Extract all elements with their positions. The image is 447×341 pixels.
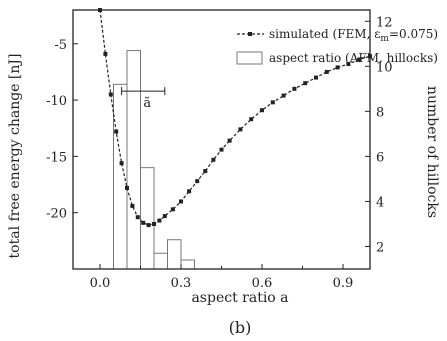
simulated-line bbox=[99, 9, 371, 226]
annotation-label: ã bbox=[143, 96, 151, 111]
data-point-9 bbox=[141, 220, 146, 225]
data-point-16 bbox=[187, 189, 192, 194]
data-point-27 bbox=[292, 86, 297, 91]
data-point-2 bbox=[103, 51, 108, 56]
data-point-31 bbox=[335, 65, 340, 70]
y2-tick-label-4: 8 bbox=[376, 105, 384, 120]
y-tick-label-3: -15 bbox=[46, 150, 67, 165]
data-point-17 bbox=[195, 179, 200, 184]
data-point-30 bbox=[324, 69, 329, 74]
y2-tick-label-5: 10 bbox=[376, 60, 393, 75]
data-point-32 bbox=[346, 62, 351, 67]
data-point-10 bbox=[146, 223, 151, 228]
data-point-23 bbox=[249, 117, 254, 122]
simulated-curve bbox=[98, 8, 372, 228]
y-tick-label-4: -20 bbox=[46, 207, 67, 222]
data-point-12 bbox=[157, 218, 162, 223]
data-point-33 bbox=[357, 57, 362, 62]
data-point-11 bbox=[152, 221, 156, 226]
x-axis-label: aspect ratio a bbox=[191, 290, 288, 306]
y-tick-label-1: -5 bbox=[54, 38, 67, 53]
y2-tick-label-1: 2 bbox=[376, 240, 384, 255]
data-point-4 bbox=[114, 129, 119, 134]
histogram-bar-6 bbox=[180, 259, 195, 270]
y-axis-label: total free energy change [nJ] bbox=[7, 54, 23, 259]
data-point-15 bbox=[179, 199, 183, 204]
data-point-7 bbox=[130, 203, 135, 208]
histogram-bar-2 bbox=[126, 50, 141, 270]
x-tick-label-3: 0.6 bbox=[252, 276, 273, 291]
x-tick-label-1: 0.0 bbox=[90, 276, 111, 291]
y2-tick-label-2: 4 bbox=[376, 195, 384, 210]
histogram-bars bbox=[113, 50, 195, 270]
data-point-28 bbox=[303, 81, 308, 86]
data-point-8 bbox=[135, 215, 140, 220]
axis-ticks: 0.0 0.3 0.6 0.9 -5 -10 -15 -20 2 4 6 8 10 12 bbox=[46, 15, 392, 291]
data-point-6 bbox=[125, 185, 129, 190]
data-point-21 bbox=[227, 138, 232, 143]
data-point-20 bbox=[219, 147, 224, 152]
legend-marker-swatch bbox=[248, 32, 252, 36]
legend-bar-swatch bbox=[236, 51, 263, 65]
data-point-13 bbox=[162, 214, 167, 219]
y2-tick-label-6: 12 bbox=[376, 15, 393, 30]
y2-tick-label-3: 6 bbox=[376, 150, 384, 165]
annotation-a-tilde: ã bbox=[121, 87, 166, 111]
legend-label-aspect-ratio: aspect ratio (AFM, hillocks) bbox=[269, 51, 438, 65]
data-point-18 bbox=[203, 169, 208, 174]
data-point-26 bbox=[281, 93, 286, 98]
data-point-29 bbox=[314, 75, 318, 80]
x-tick-label-2: 0.3 bbox=[171, 276, 192, 291]
x-tick-label-4: 0.9 bbox=[333, 276, 354, 291]
histogram-bar-4 bbox=[153, 252, 168, 270]
y-tick-label-2: -10 bbox=[46, 94, 67, 109]
data-point-5 bbox=[119, 161, 124, 166]
data-point-24 bbox=[260, 108, 264, 113]
data-point-25 bbox=[270, 100, 275, 105]
figure-caption: (b) bbox=[229, 318, 252, 337]
data-point-14 bbox=[170, 207, 175, 212]
legend-label-simulated: simulated (FEM, εm=0.075) bbox=[269, 27, 438, 44]
histogram-bar-3 bbox=[140, 167, 155, 270]
data-point-22 bbox=[238, 127, 243, 132]
legend: simulated (FEM, εm=0.075) aspect ratio (A… bbox=[236, 27, 438, 65]
data-point-3 bbox=[108, 92, 113, 97]
histogram-bar-1 bbox=[113, 83, 128, 270]
histogram-bar-5 bbox=[167, 239, 182, 270]
data-point-19 bbox=[211, 157, 216, 162]
y2-axis-label: number of hillocks bbox=[424, 86, 440, 218]
